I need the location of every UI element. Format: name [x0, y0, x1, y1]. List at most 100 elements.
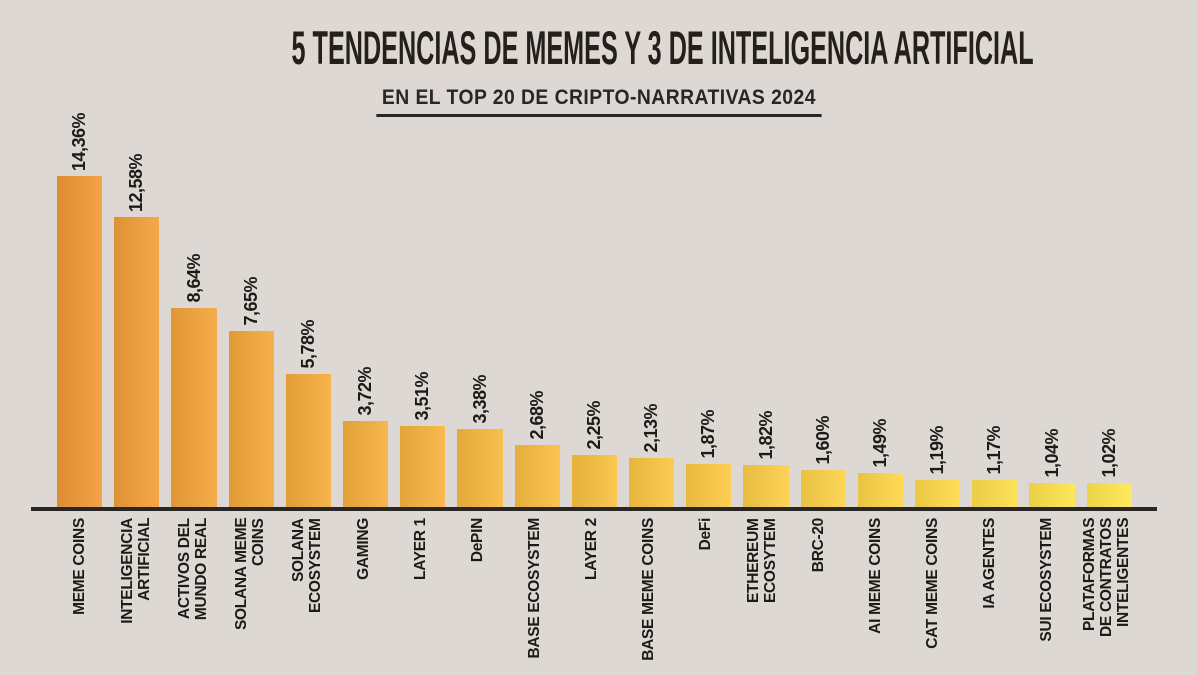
bar-value-label: 2,13% [641, 404, 662, 453]
bar-group-18: 1,04% [1029, 60, 1075, 507]
bar-group-9: 2,68% [514, 60, 560, 507]
bar-chart-plot-area: 14,36% 12,58% 8,64% 7,65% 5,78% 3,72% 3,51% 3,3… [57, 60, 1132, 507]
category-cell-6: GAMING [341, 518, 386, 673]
bar-2 [114, 217, 160, 507]
category-cell-10: LAYER 2 [569, 518, 614, 673]
bar-value-label: 3,38% [469, 375, 490, 424]
category-label: INTELIGENCIA ARTIFICIAL [119, 518, 154, 624]
chart-subtitle: EN EL TOP 20 DE CRIPTO-NARRATIVAS 2024 [375, 86, 822, 117]
category-label: MEME COINS [70, 518, 88, 615]
category-label: GAMING [355, 518, 373, 580]
category-cell-5: SOLANA ECOSYSTEM [285, 518, 330, 673]
bar-3 [171, 308, 217, 507]
bar-14 [800, 470, 846, 507]
bar-17 [972, 480, 1018, 507]
bar-7 [400, 426, 446, 507]
bar-group-2: 12,58% [114, 60, 160, 507]
bar-group-12: 1,87% [686, 60, 732, 507]
bar-group-1: 14,36% [57, 60, 103, 507]
category-label: BRC-20 [810, 518, 828, 573]
bar-16 [915, 480, 961, 507]
bar-5 [285, 374, 332, 507]
chart-header: 5 TENDENCIAS DE MEMES Y 3 DE INTELIGENCI… [0, 20, 1197, 75]
category-label: ACTIVOS DEL MUNDO REAL [176, 518, 211, 621]
category-cell-19: PLATAFORMAS DE CONTRATOS INTELIGENTES [1081, 518, 1132, 673]
chart-title: 5 TENDENCIAS DE MEMES Y 3 DE INTELIGENCI… [291, 20, 1034, 75]
bar-value-label: 1,60% [812, 416, 833, 465]
category-label: SOLANA MEME COINS [233, 518, 268, 631]
bar-12 [686, 464, 732, 507]
category-cell-3: ACTIVOS DEL MUNDO REAL [171, 518, 216, 673]
bar-value-label: 3,72% [355, 367, 376, 416]
category-cell-2: INTELIGENCIA ARTIFICIAL [114, 518, 159, 673]
category-cell-11: BASE MEME COINS [626, 518, 671, 673]
bar-group-10: 2,25% [571, 60, 618, 507]
bar-group-11: 2,13% [629, 60, 675, 507]
category-cell-8: DePIN [455, 518, 500, 673]
category-cell-15: AI MEME COINS [853, 518, 898, 673]
x-axis-line [31, 507, 1157, 511]
bar-value-label: 1,17% [984, 426, 1005, 475]
bar-value-label: 14,36% [69, 112, 90, 171]
category-label: SOLANA ECOSYSTEM [289, 518, 324, 613]
category-cell-9: BASE ECOSYSTEM [512, 518, 557, 673]
bar-6 [343, 421, 389, 507]
bar-value-label: 12,58% [126, 153, 147, 212]
category-label: LAYER 1 [412, 518, 430, 580]
category-label: SUI ECOSYSTEM [1037, 518, 1055, 642]
bar-group-6: 3,72% [343, 60, 389, 507]
category-cell-18: SUI ECOSYSTEM [1024, 518, 1069, 673]
bar-group-16: 1,19% [915, 60, 961, 507]
bar-11 [629, 458, 675, 507]
category-label: PLATAFORMAS DE CONTRATOS INTELIGENTES [1080, 518, 1132, 637]
category-cell-13: ETHEREUM ECOSYTEM [740, 518, 785, 673]
bar-group-19: 1,02% [1086, 60, 1132, 507]
category-label: AI MEME COINS [867, 518, 885, 634]
bar-value-label: 1,19% [927, 426, 948, 475]
bar-group-5: 5,78% [285, 60, 332, 507]
bar-9 [514, 445, 560, 507]
bar-value-label: 3,51% [412, 372, 433, 421]
category-cell-17: IA AGENTES [967, 518, 1012, 673]
category-label: LAYER 2 [582, 518, 600, 580]
bar-value-label: 2,25% [583, 401, 604, 450]
bar-13 [743, 465, 789, 507]
bar-value-label: 8,64% [183, 254, 204, 303]
bar-4 [228, 331, 274, 507]
category-label: DeFi [696, 518, 714, 551]
bar-10 [571, 455, 618, 507]
bar-value-label: 1,49% [869, 419, 890, 468]
category-cell-1: MEME COINS [57, 518, 102, 673]
category-label: CAT MEME COINS [924, 518, 942, 649]
bar-value-label: 5,78% [297, 320, 318, 369]
bar-group-3: 8,64% [171, 60, 217, 507]
bar-group-8: 3,38% [457, 60, 503, 507]
bar-group-4: 7,65% [228, 60, 274, 507]
category-label: DePIN [469, 518, 487, 563]
bar-value-label: 1,02% [1098, 429, 1119, 478]
chart-subheader: EN EL TOP 20 DE CRIPTO-NARRATIVAS 2024 [0, 86, 1197, 117]
bar-value-label: 1,82% [755, 411, 776, 460]
bar-group-7: 3,51% [400, 60, 446, 507]
category-label: BASE MEME COINS [639, 518, 657, 661]
bar-value-label: 7,65% [240, 277, 261, 326]
bar-group-15: 1,49% [857, 60, 904, 507]
category-axis-labels: MEME COINS INTELIGENCIA ARTIFICIAL ACTIVOS… [57, 518, 1132, 673]
category-label: IA AGENTES [980, 518, 998, 609]
bar-18 [1029, 483, 1075, 507]
bar-group-14: 1,60% [800, 60, 846, 507]
bar-8 [457, 429, 503, 507]
bar-value-label: 1,87% [698, 410, 719, 459]
bar-group-13: 1,82% [743, 60, 789, 507]
category-cell-4: SOLANA MEME COINS [228, 518, 273, 673]
category-label: ETHEREUM ECOSYTEM [744, 518, 779, 603]
category-cell-7: LAYER 1 [398, 518, 443, 673]
category-cell-14: BRC-20 [796, 518, 841, 673]
category-cell-12: DeFi [683, 518, 728, 673]
bar-group-17: 1,17% [972, 60, 1018, 507]
bar-1 [57, 176, 103, 507]
bar-19 [1086, 483, 1132, 507]
bar-value-label: 1,04% [1041, 429, 1062, 478]
category-cell-16: CAT MEME COINS [910, 518, 955, 673]
